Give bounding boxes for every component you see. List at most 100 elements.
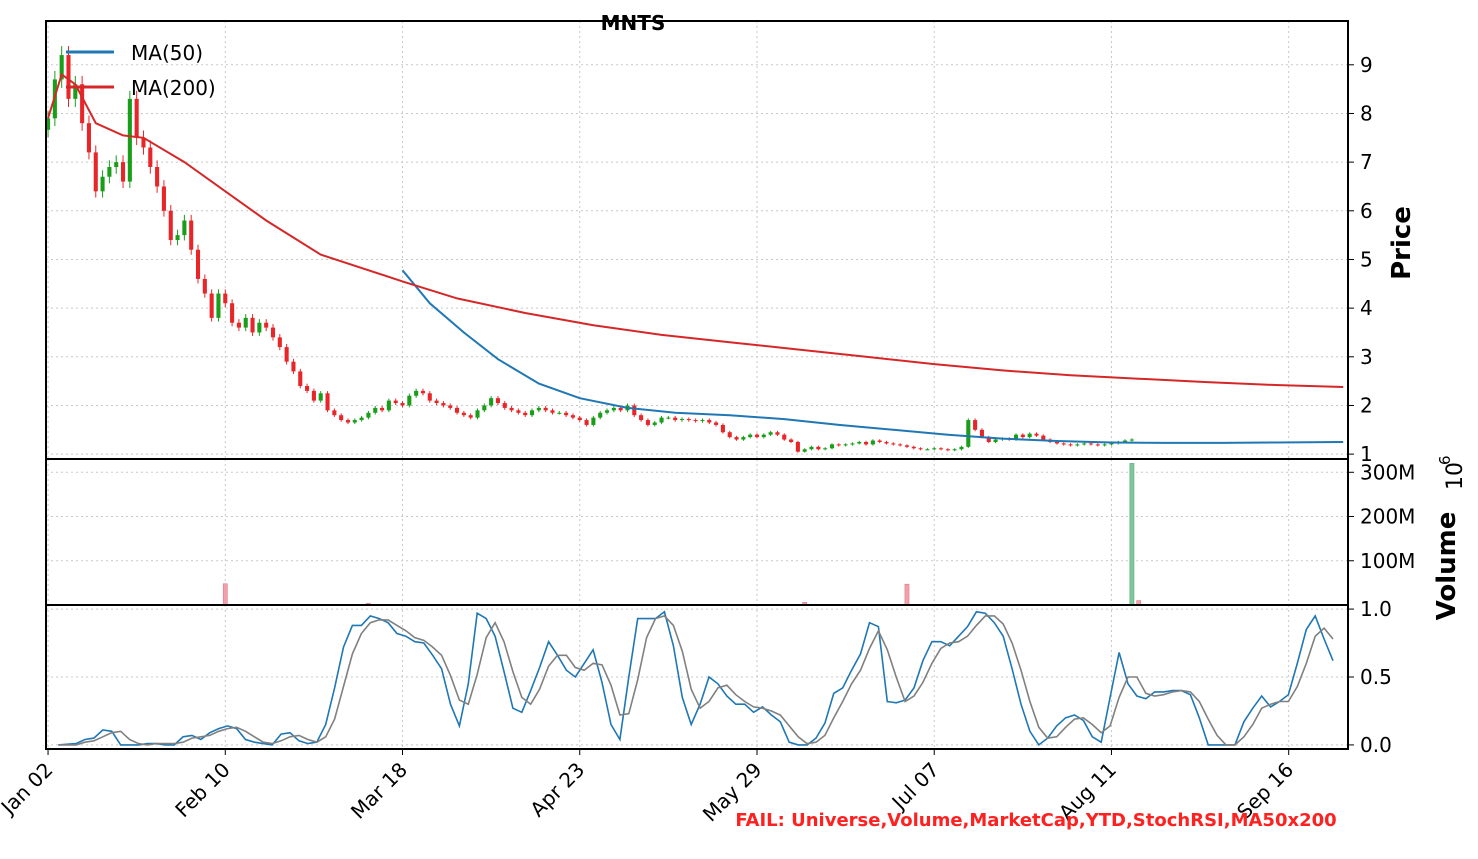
- candle-body: [918, 448, 923, 450]
- grid-layer: [46, 21, 1348, 749]
- legend: MA(50) MA(200): [66, 41, 216, 100]
- candle-body: [386, 400, 391, 411]
- legend-ma200-label: MA(200): [131, 76, 216, 100]
- candle-body: [66, 55, 71, 99]
- candle-body: [393, 400, 398, 404]
- x-tick-label: Feb 10: [170, 758, 235, 823]
- candle-body: [789, 439, 794, 442]
- candle-body: [455, 407, 460, 413]
- volume-tick-label: 100M: [1360, 549, 1415, 573]
- candle-body: [1102, 444, 1107, 446]
- candle-body: [802, 449, 807, 452]
- price-tick-label: 3: [1360, 345, 1373, 369]
- candle-body: [127, 98, 132, 182]
- candle-body: [604, 410, 610, 413]
- candle-body: [741, 437, 746, 440]
- candle-body: [598, 412, 603, 418]
- moving-average-lines: [47, 72, 1344, 444]
- candle-body: [543, 407, 548, 411]
- candle-body: [175, 235, 180, 240]
- candle-body: [877, 440, 882, 442]
- candle-body: [1027, 433, 1032, 438]
- fail-note: FAIL: Universe,Volume,MarketCap,YTD,Stoc…: [735, 810, 1336, 831]
- price-tick-label: 4: [1360, 296, 1373, 320]
- candle-body: [679, 419, 685, 421]
- candle-body: [809, 446, 814, 450]
- candle-body: [284, 347, 289, 362]
- candle-body: [305, 386, 310, 391]
- candle-body: [979, 429, 984, 438]
- candle-body: [932, 448, 937, 450]
- candle-body: [489, 398, 494, 406]
- candle-body: [223, 293, 228, 304]
- candle-body: [816, 446, 821, 450]
- candle-body: [80, 84, 85, 124]
- candle-body: [843, 444, 848, 446]
- x-tick-label: Apr 23: [525, 758, 589, 822]
- candle-body: [632, 405, 637, 416]
- candle-body: [216, 293, 221, 318]
- candle-body: [550, 410, 555, 413]
- candle-body: [243, 317, 248, 328]
- candle-body: [100, 176, 105, 192]
- candle-body: [448, 405, 453, 408]
- price-tick-label: 7: [1360, 150, 1373, 174]
- x-tick-label: Jan 02: [0, 758, 58, 821]
- candle-body: [107, 167, 112, 177]
- candle-body: [727, 432, 732, 438]
- volume-tick-label: 200M: [1360, 505, 1415, 529]
- price-tick-label: 9: [1360, 53, 1373, 77]
- candle-body: [161, 186, 166, 211]
- price-tick-label: 8: [1360, 101, 1373, 125]
- candle-body: [720, 424, 725, 433]
- candle-body: [925, 449, 930, 451]
- candle-body: [230, 303, 235, 323]
- candle-body: [707, 420, 712, 423]
- chart-title: MNTS: [601, 11, 666, 35]
- candle-body: [373, 407, 378, 413]
- candle-body: [686, 419, 691, 421]
- candle-body: [182, 220, 187, 236]
- candle-body: [1068, 444, 1073, 446]
- candle-body: [209, 293, 214, 318]
- candle-body: [898, 444, 903, 446]
- candle-body: [434, 400, 439, 404]
- candle-body: [1034, 433, 1039, 436]
- candle-body: [748, 434, 753, 438]
- candle-body: [155, 167, 160, 187]
- candle-body: [475, 410, 480, 418]
- candle-body: [795, 441, 800, 452]
- candle-body: [829, 444, 835, 449]
- candle-body: [734, 437, 739, 440]
- candle-body: [693, 420, 698, 422]
- candle-body: [148, 147, 153, 167]
- ma50-line: [401, 269, 1344, 444]
- price-tick-label: 1: [1360, 442, 1373, 466]
- candle-body: [516, 410, 521, 413]
- candle-body: [277, 337, 282, 348]
- candle-body: [270, 327, 276, 338]
- candle-body: [564, 412, 569, 416]
- candle-body: [618, 407, 623, 411]
- candle-body: [904, 445, 910, 447]
- candle-body: [345, 420, 351, 423]
- stoch-tick-label: 1.0: [1360, 597, 1392, 621]
- candle-body: [639, 415, 644, 421]
- candle-body: [420, 390, 426, 394]
- candle-body: [857, 441, 862, 444]
- candle-body: [529, 410, 535, 416]
- candle-body: [414, 390, 419, 396]
- candle-body: [86, 123, 91, 153]
- candle-body: [366, 412, 371, 418]
- candle-body: [652, 422, 657, 425]
- candle-body: [591, 417, 596, 425]
- candle-body: [884, 441, 889, 444]
- price-tick-label: 5: [1360, 247, 1373, 271]
- candle-body: [850, 443, 855, 445]
- candle-body: [352, 420, 357, 423]
- price-tick-label: 6: [1360, 199, 1373, 223]
- candle-body: [1054, 441, 1059, 444]
- candle-body: [1020, 434, 1025, 438]
- ma200-line: [47, 72, 1344, 388]
